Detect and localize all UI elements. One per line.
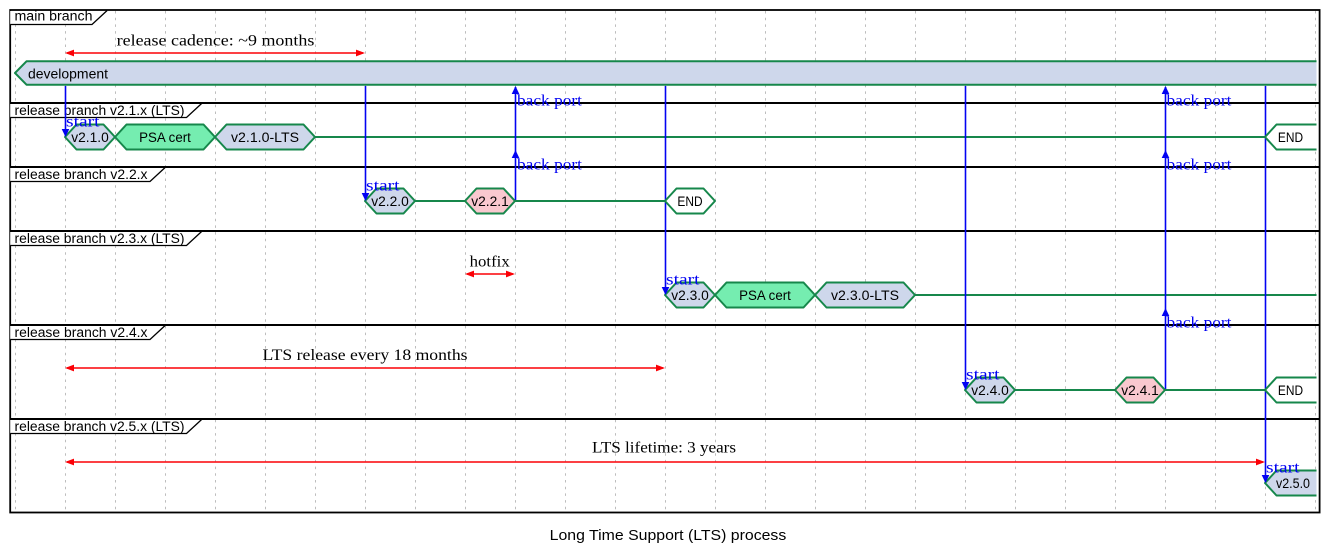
svg-text:END: END: [1278, 130, 1303, 145]
svg-text:main branch: main branch: [15, 8, 93, 23]
svg-text:start: start: [966, 367, 1000, 384]
svg-text:v2.2.1: v2.2.1: [471, 194, 509, 209]
svg-text:v2.5.0: v2.5.0: [1276, 476, 1310, 491]
svg-text:release branch v2.5.x (LTS): release branch v2.5.x (LTS): [15, 419, 185, 434]
svg-text:v2.3.0-LTS: v2.3.0-LTS: [831, 288, 899, 303]
svg-text:start: start: [1266, 460, 1300, 477]
svg-text:LTS release every 18 months: LTS release every 18 months: [263, 347, 468, 364]
svg-text:LTS lifetime: 3 years: LTS lifetime: 3 years: [592, 440, 736, 457]
svg-text:release branch v2.2.x: release branch v2.2.x: [15, 167, 148, 182]
svg-text:start: start: [366, 178, 400, 195]
svg-text:v2.4.1: v2.4.1: [1121, 383, 1159, 398]
svg-text:back port: back port: [1167, 315, 1233, 332]
svg-text:v2.2.0: v2.2.0: [371, 194, 409, 209]
svg-text:Long Time Support (LTS) proces: Long Time Support (LTS) process: [550, 527, 787, 544]
svg-text:PSA cert: PSA cert: [739, 288, 791, 303]
svg-text:release branch v2.3.x (LTS): release branch v2.3.x (LTS): [15, 231, 185, 246]
svg-text:back port: back port: [1167, 157, 1233, 174]
svg-text:back port: back port: [517, 93, 583, 110]
svg-text:PSA cert: PSA cert: [139, 130, 191, 145]
svg-text:release branch v2.4.x: release branch v2.4.x: [15, 325, 148, 340]
svg-text:start: start: [666, 272, 700, 289]
svg-text:release cadence: ~9 months: release cadence: ~9 months: [117, 33, 315, 50]
svg-text:back port: back port: [517, 157, 583, 174]
svg-text:release branch v2.1.x (LTS): release branch v2.1.x (LTS): [15, 103, 185, 118]
svg-text:back port: back port: [1167, 93, 1233, 110]
svg-text:v2.3.0: v2.3.0: [671, 288, 709, 303]
svg-text:start: start: [66, 114, 100, 131]
svg-text:v2.1.0: v2.1.0: [71, 130, 109, 145]
svg-text:v2.1.0-LTS: v2.1.0-LTS: [231, 130, 299, 145]
svg-text:development: development: [28, 67, 108, 82]
svg-text:v2.4.0: v2.4.0: [971, 383, 1009, 398]
svg-text:END: END: [677, 194, 702, 209]
svg-text:END: END: [1278, 383, 1303, 398]
svg-text:hotfix: hotfix: [470, 254, 510, 271]
